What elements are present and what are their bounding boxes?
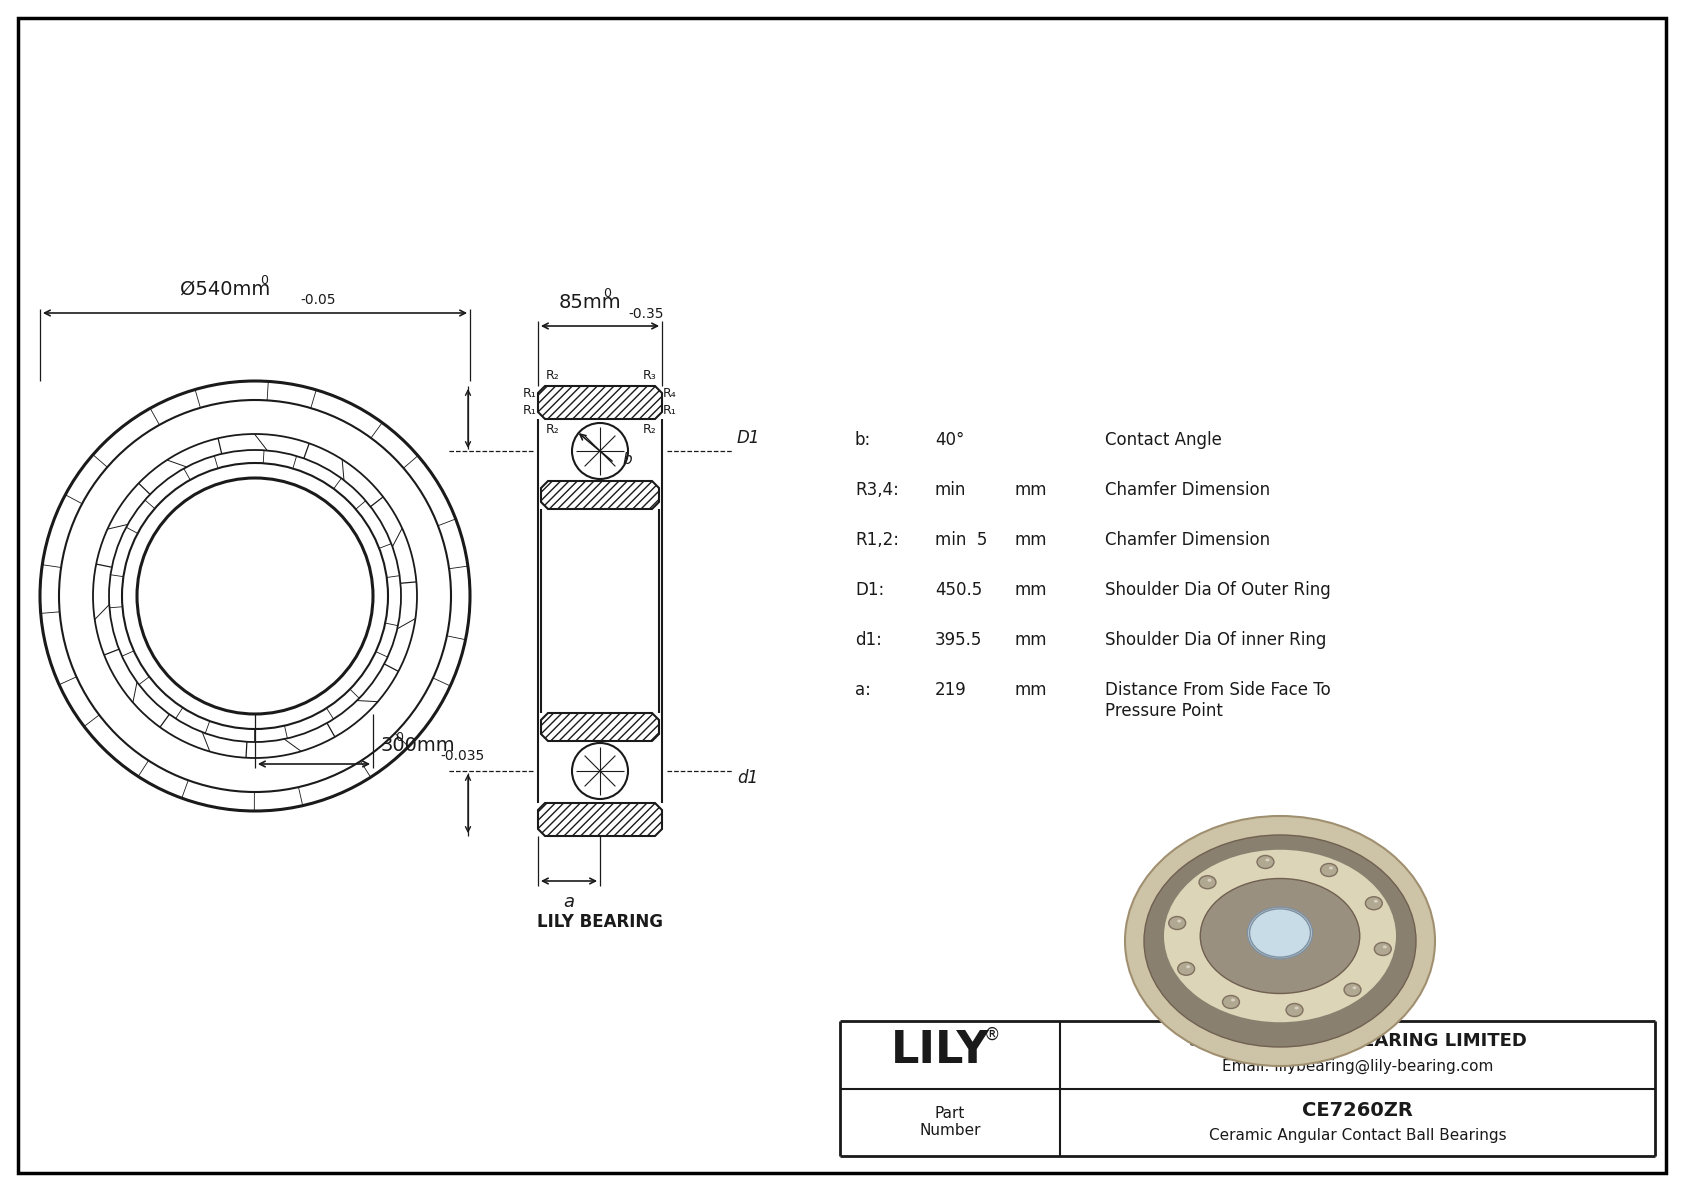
Text: a:: a: [855,681,871,699]
Text: 450.5: 450.5 [935,581,982,599]
Polygon shape [541,713,658,741]
Text: min: min [935,481,967,499]
Ellipse shape [1207,879,1211,881]
Ellipse shape [1320,863,1337,877]
Text: 0: 0 [396,731,402,744]
Text: -0.35: -0.35 [628,307,663,322]
Text: R₂: R₂ [643,423,657,436]
Ellipse shape [1169,917,1186,929]
Text: LILY: LILY [891,1029,989,1072]
Text: Chamfer Dimension: Chamfer Dimension [1105,481,1270,499]
Text: -0.035: -0.035 [440,749,485,763]
Text: mm: mm [1015,581,1047,599]
Text: d1:: d1: [855,631,882,649]
Text: R₂: R₂ [546,423,559,436]
Text: Part
Number: Part Number [919,1106,980,1139]
Polygon shape [537,803,662,836]
Text: Distance From Side Face To
Pressure Point: Distance From Side Face To Pressure Poin… [1105,681,1330,719]
Text: 0: 0 [603,287,611,300]
Circle shape [573,743,628,799]
Text: LILY BEARING: LILY BEARING [537,913,663,931]
Ellipse shape [1329,867,1334,869]
Text: mm: mm [1015,631,1047,649]
Text: ®: ® [983,1025,1000,1043]
Ellipse shape [1143,835,1416,1047]
Text: b: b [621,451,632,467]
Text: Ceramic Angular Contact Ball Bearings: Ceramic Angular Contact Ball Bearings [1209,1128,1505,1142]
Text: Contact Angle: Contact Angle [1105,431,1223,449]
Text: 219: 219 [935,681,967,699]
Text: R3,4:: R3,4: [855,481,899,499]
Text: CE7260ZR: CE7260ZR [1302,1100,1413,1120]
Text: a: a [564,893,574,911]
Text: D1: D1 [738,429,761,447]
Ellipse shape [1287,1004,1303,1017]
Text: 300mm: 300mm [381,736,456,755]
Ellipse shape [1177,919,1180,923]
Text: mm: mm [1015,531,1047,549]
Text: D1:: D1: [855,581,884,599]
Ellipse shape [1374,899,1378,903]
Text: R₁: R₁ [663,404,677,417]
Ellipse shape [1250,909,1310,958]
Text: mm: mm [1015,681,1047,699]
Text: Email: lilybearing@lily-bearing.com: Email: lilybearing@lily-bearing.com [1223,1059,1494,1074]
Ellipse shape [1231,998,1234,1002]
Text: b:: b: [855,431,871,449]
Polygon shape [541,481,658,509]
Text: R₄: R₄ [663,387,677,400]
Ellipse shape [1265,859,1270,861]
Text: R₁: R₁ [524,404,537,417]
Text: d1: d1 [738,769,758,787]
Ellipse shape [1344,984,1361,996]
Text: R₃: R₃ [643,369,657,382]
Text: 85mm: 85mm [559,293,621,312]
Ellipse shape [1374,942,1391,955]
Text: SHANGHAI LILY BEARING LIMITED: SHANGHAI LILY BEARING LIMITED [1189,1031,1526,1049]
Text: -0.05: -0.05 [300,293,335,307]
Ellipse shape [1383,946,1388,948]
Text: R₂: R₂ [546,369,559,382]
Text: mm: mm [1015,481,1047,499]
Ellipse shape [1201,879,1359,993]
Ellipse shape [1256,855,1273,868]
Text: 0: 0 [259,274,268,287]
Text: Shoulder Dia Of Outer Ring: Shoulder Dia Of Outer Ring [1105,581,1330,599]
Text: 40°: 40° [935,431,965,449]
Polygon shape [537,386,662,419]
Ellipse shape [1125,816,1435,1066]
Circle shape [573,423,628,479]
Ellipse shape [1164,849,1396,1022]
Ellipse shape [1199,875,1216,888]
Ellipse shape [1295,1006,1298,1010]
Text: R1,2:: R1,2: [855,531,899,549]
Text: min  5: min 5 [935,531,987,549]
Text: Chamfer Dimension: Chamfer Dimension [1105,531,1270,549]
Text: 395.5: 395.5 [935,631,982,649]
Ellipse shape [1186,965,1191,968]
Ellipse shape [1366,897,1383,910]
Ellipse shape [1352,986,1357,990]
Ellipse shape [1248,908,1312,959]
Ellipse shape [1223,996,1239,1009]
Ellipse shape [1177,962,1194,975]
Text: Ø540mm: Ø540mm [180,280,269,299]
Text: Shoulder Dia Of inner Ring: Shoulder Dia Of inner Ring [1105,631,1327,649]
Text: R₁: R₁ [524,387,537,400]
